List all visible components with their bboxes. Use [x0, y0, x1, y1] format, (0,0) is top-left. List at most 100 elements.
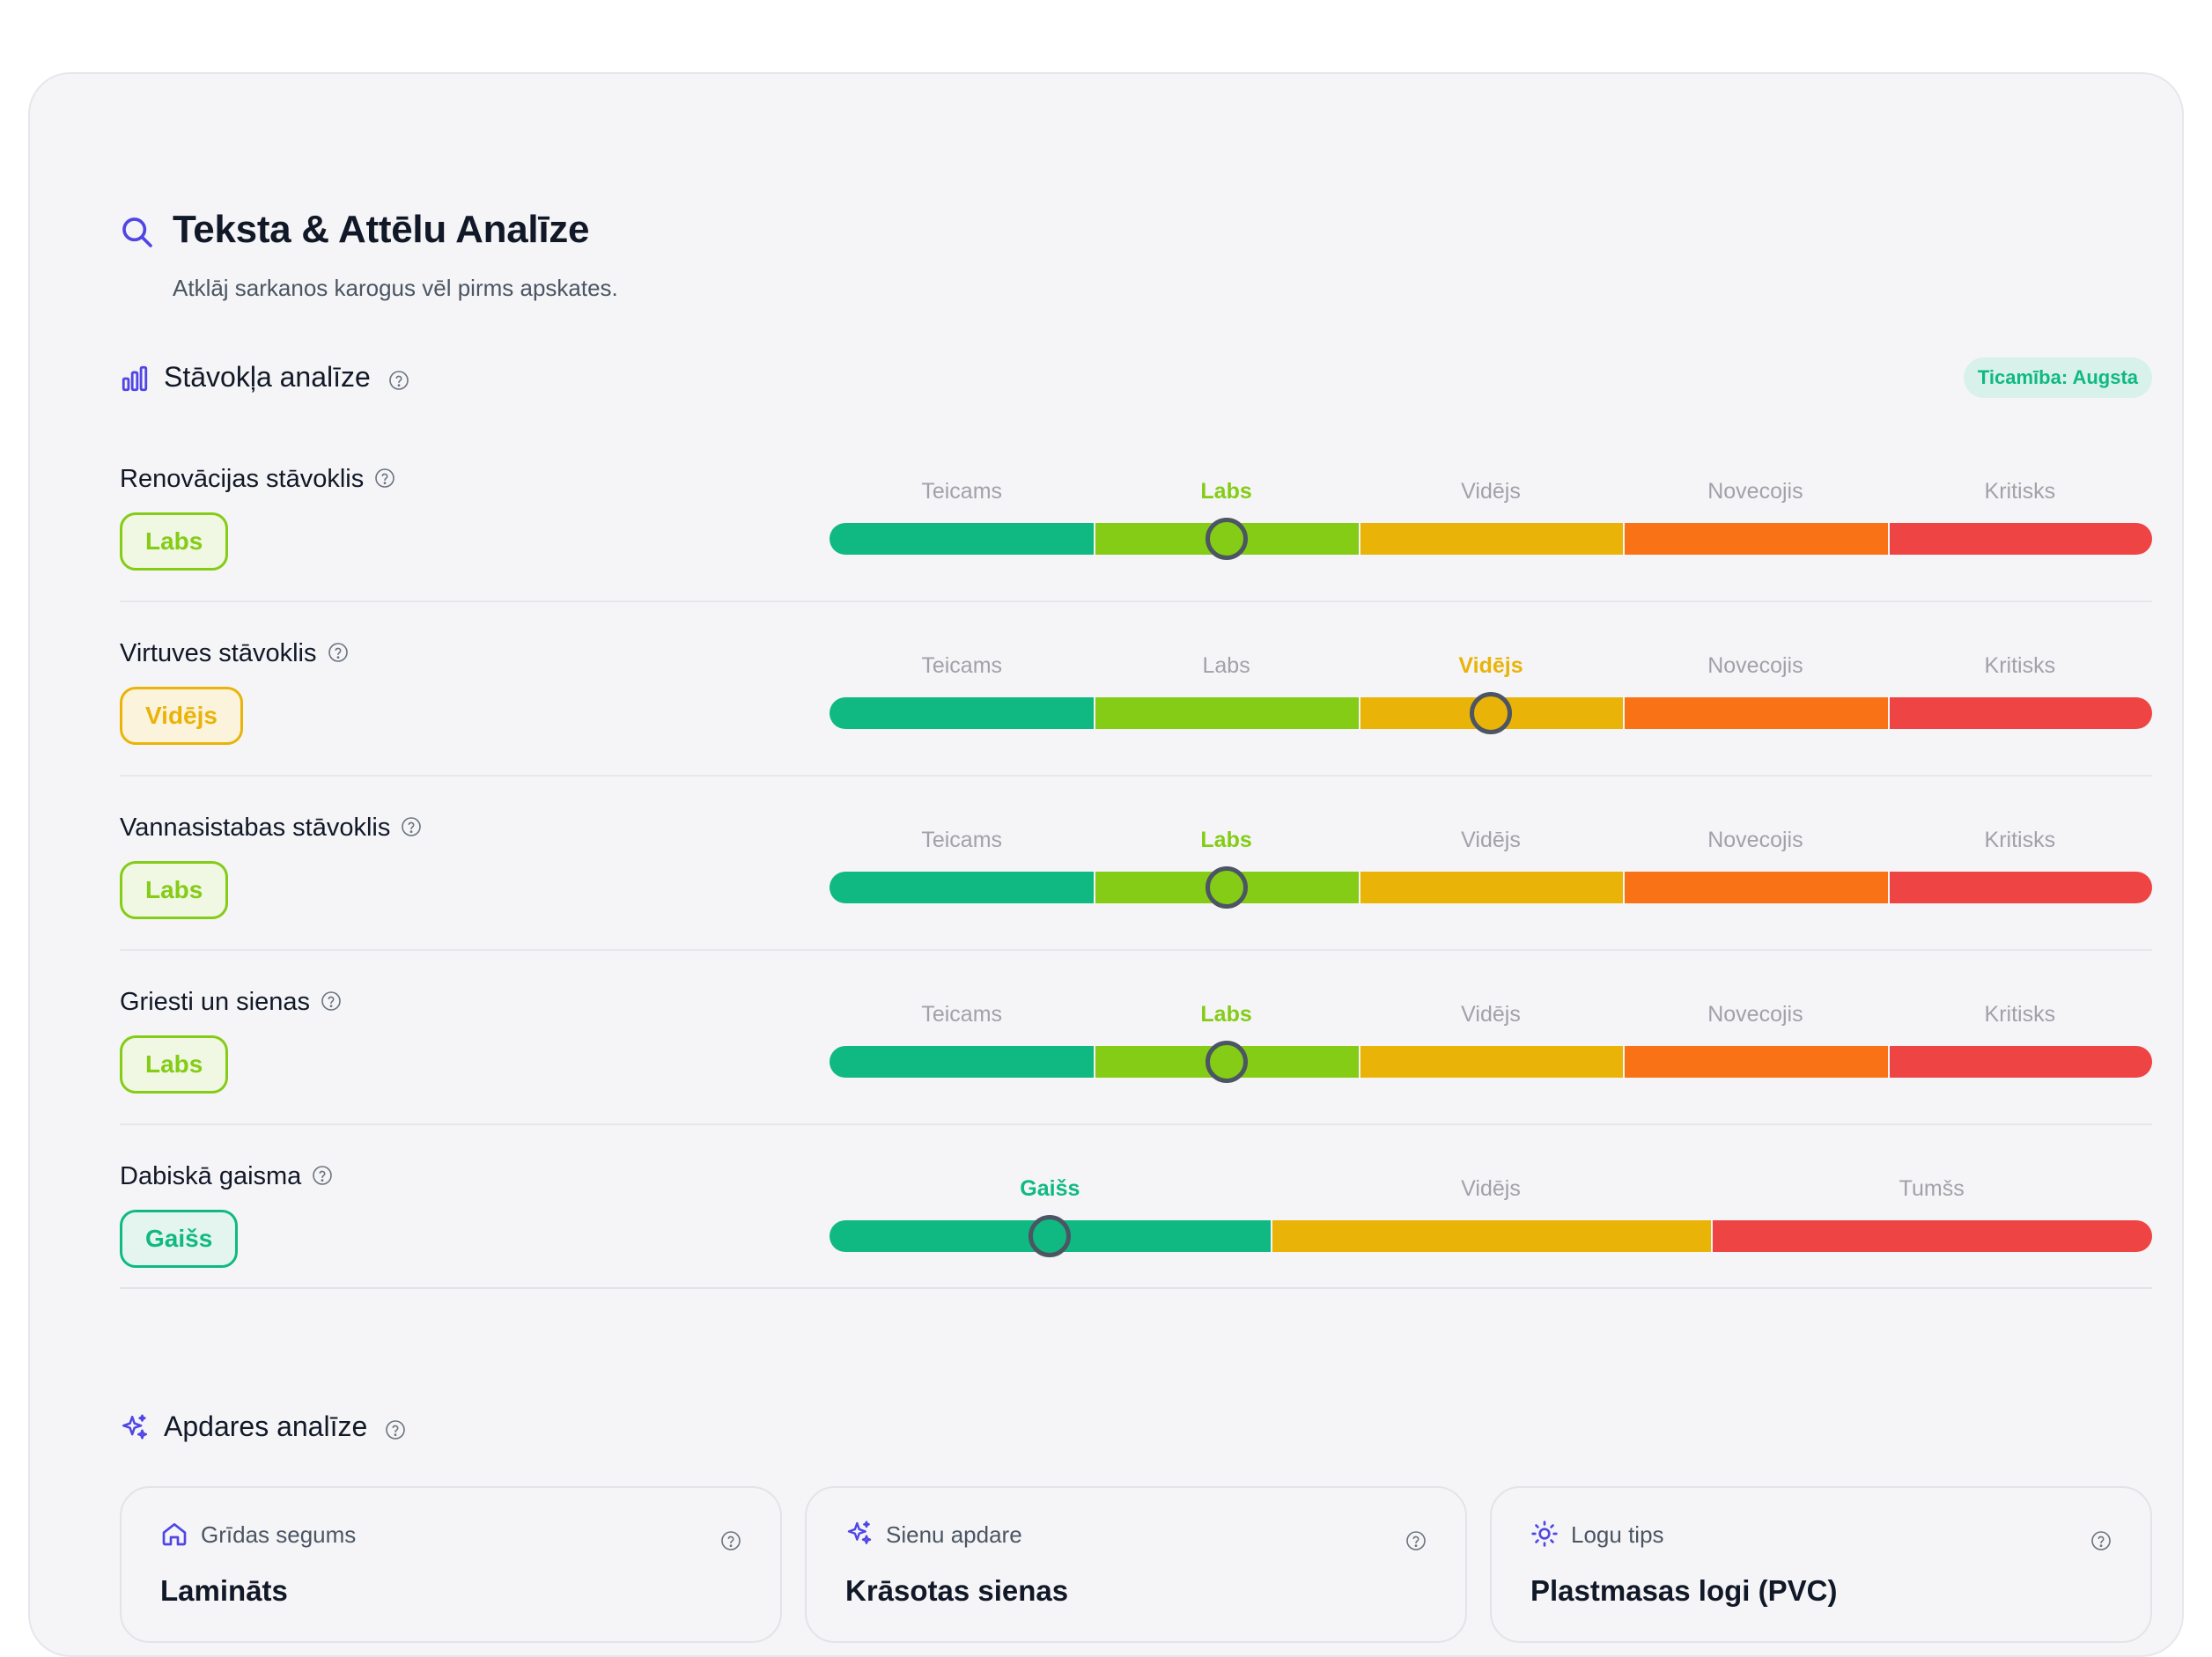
- help-icon[interactable]: [385, 1419, 406, 1440]
- finish-card-windows: Logu tips Plastmasas logi (PVC): [1490, 1486, 2152, 1643]
- condition-row-label: Griesti un sienas: [120, 988, 342, 1017]
- finish-card-value: Plastmasas logi (PVC): [1530, 1574, 1838, 1607]
- scale-tick-label: Tumšs: [1899, 1176, 1965, 1201]
- scale-tick-label: Labs: [1202, 653, 1250, 678]
- scale-tick-label: Novecojis: [1707, 1002, 1803, 1027]
- condition-value-badge: Vidējs: [120, 687, 243, 745]
- condition-scale: Teicams Labs Vidējs Novecojis Kritisks: [830, 479, 2152, 567]
- condition-row-label-text: Griesti un sienas: [120, 988, 310, 1016]
- scale-tick-label: Kritisks: [1984, 1002, 2056, 1027]
- scale-segment: [1889, 872, 2152, 903]
- scale-bar: [830, 872, 2152, 903]
- condition-value-badge: Labs: [120, 512, 229, 571]
- sparkles-icon: [122, 1414, 148, 1440]
- condition-row-label-text: Vannasistabas stāvoklis: [120, 814, 391, 842]
- scale-segment: [1625, 1046, 1888, 1078]
- scale-segment: [830, 697, 1095, 729]
- scale-segment: [830, 1046, 1095, 1078]
- scale-tick-label: Teicams: [921, 828, 1003, 852]
- scale-tick-label: Novecojis: [1707, 479, 1803, 504]
- card-content: Teksta & Attēlu Analīze Atklāj sarkanos …: [120, 74, 2152, 1655]
- scale-segment: [1625, 872, 1888, 903]
- scale-tick-label: Labs: [1200, 1002, 1252, 1027]
- home-icon: [162, 1523, 187, 1546]
- scale-tick-label: Vidējs: [1461, 479, 1521, 504]
- condition-row: Renovācijas stāvoklis Labs Teicams Labs Vidē…: [120, 428, 2152, 602]
- scale-tick-label: Gaišs: [1020, 1176, 1080, 1201]
- condition-scale: Gaišs Vidējs Tumšs: [830, 1176, 2152, 1264]
- condition-value-badge: Labs: [120, 861, 229, 919]
- condition-value-badge: Labs: [120, 1035, 229, 1094]
- scale-segment: [1713, 1220, 2152, 1252]
- scale-segment: [1889, 697, 2152, 729]
- finish-card-value: Lamināts: [160, 1574, 288, 1607]
- sparkles-icon: [847, 1521, 872, 1544]
- condition-row-label: Virtuves stāvoklis: [120, 639, 349, 668]
- scale-segment: [830, 872, 1095, 903]
- help-icon[interactable]: [720, 1530, 741, 1551]
- scale-tick-label: Vidējs: [1461, 1176, 1521, 1201]
- scale-segment: [1625, 523, 1888, 555]
- bar-chart-icon: [122, 365, 148, 392]
- finish-card-floor: Grīdas segums Lamināts: [120, 1486, 782, 1643]
- scale-tick-label: Vidējs: [1458, 653, 1523, 678]
- page-subtitle: Atklāj sarkanos karogus vēl pirms apskat…: [173, 275, 618, 301]
- confidence-badge: Ticamība: Augsta: [1963, 357, 2152, 398]
- finish-card-label: Sienu apdare: [886, 1521, 1022, 1548]
- scale-segment: [1360, 872, 1624, 903]
- scale-tick-label: Novecojis: [1707, 828, 1803, 852]
- finish-card-walls: Sienu apdare Krāsotas sienas: [805, 1486, 1467, 1643]
- search-icon: [122, 217, 152, 247]
- scale-marker: [1205, 1041, 1248, 1083]
- finish-card-label: Grīdas segums: [201, 1521, 357, 1548]
- condition-section-header: Stāvokļa analīze Ticamība: Augsta: [120, 357, 2152, 403]
- condition-row-label: Dabiskā gaisma: [120, 1162, 333, 1191]
- finish-cards: Grīdas segums Lamināts Sienu apdare Krās…: [120, 1486, 2152, 1645]
- scale-tick-label: Labs: [1200, 479, 1252, 504]
- page-title: Teksta & Attēlu Analīze: [173, 208, 590, 251]
- condition-row-label-text: Renovācijas stāvoklis: [120, 465, 365, 493]
- help-icon[interactable]: [2090, 1530, 2112, 1551]
- scale-segment: [1889, 523, 2152, 555]
- scale-tick-label: Kritisks: [1984, 828, 2056, 852]
- condition-row: Dabiskā gaisma Gaišs Gaišs Vidējs Tumšs: [120, 1125, 2152, 1300]
- finish-section-title: Apdares analīze: [164, 1410, 368, 1442]
- help-icon[interactable]: [312, 1165, 333, 1186]
- scale-tick-label: Kritisks: [1984, 653, 2056, 678]
- analysis-card: Teksta & Attēlu Analīze Atklāj sarkanos …: [28, 72, 2184, 1657]
- scale-tick-label: Vidējs: [1461, 828, 1521, 852]
- scale-tick-label: Novecojis: [1707, 653, 1803, 678]
- condition-row: Vannasistabas stāvoklis Labs Teicams Labs Vi…: [120, 777, 2152, 951]
- finish-section-title-row: Apdares analīze: [120, 1407, 2152, 1453]
- condition-row: Griesti un sienas Labs Teicams Labs Vidējs No…: [120, 951, 2152, 1125]
- condition-value-badge: Gaišs: [120, 1210, 239, 1268]
- scale-tick-label: Teicams: [921, 1002, 1003, 1027]
- condition-row-label: Renovācijas stāvoklis: [120, 465, 395, 494]
- scale-marker: [1470, 692, 1512, 734]
- condition-scale: Teicams Labs Vidējs Novecojis Kritisks: [830, 653, 2152, 741]
- help-icon[interactable]: [328, 642, 349, 663]
- finish-card-label: Logu tips: [1571, 1521, 1664, 1548]
- condition-row-label-text: Dabiskā gaisma: [120, 1162, 302, 1190]
- scale-bar: [830, 523, 2152, 555]
- condition-row: Virtuves stāvoklis Vidējs Teicams Labs Vidēj…: [120, 602, 2152, 777]
- condition-scale: Teicams Labs Vidējs Novecojis Kritisks: [830, 1002, 2152, 1090]
- scale-tick-label: Teicams: [921, 479, 1003, 504]
- help-icon[interactable]: [374, 468, 395, 489]
- condition-row-label: Vannasistabas stāvoklis: [120, 814, 422, 843]
- scale-marker: [1205, 518, 1248, 560]
- scale-segment: [1889, 1046, 2152, 1078]
- scale-tick-label: Labs: [1200, 828, 1252, 852]
- help-icon[interactable]: [388, 370, 409, 391]
- scale-segment: [1360, 523, 1624, 555]
- scale-segment: [1272, 1220, 1712, 1252]
- scale-bar: [830, 1046, 2152, 1078]
- help-icon[interactable]: [401, 816, 422, 837]
- help-icon[interactable]: [321, 991, 342, 1012]
- scale-segment: [1095, 697, 1359, 729]
- scale-bar: [830, 1220, 2152, 1252]
- sun-icon: [1531, 1521, 1558, 1547]
- help-icon[interactable]: [1405, 1530, 1427, 1551]
- scale-segment: [830, 523, 1095, 555]
- scale-segment: [1625, 697, 1888, 729]
